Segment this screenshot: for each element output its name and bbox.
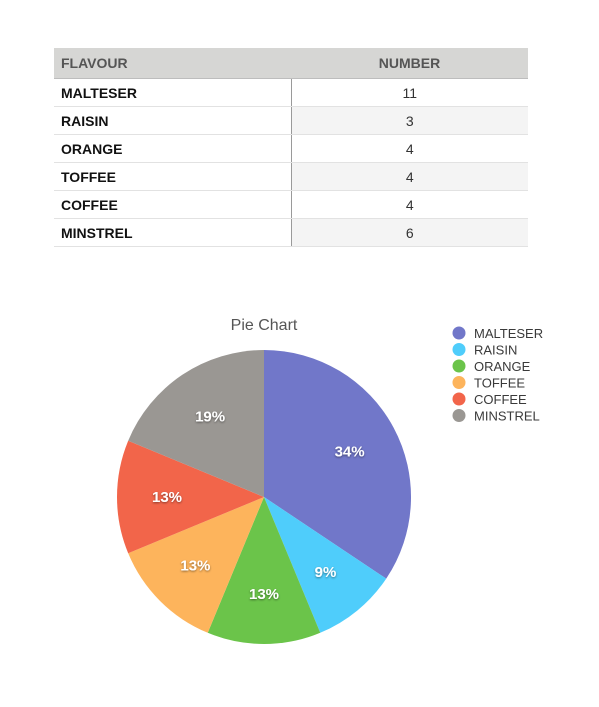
pie-slice-raisin (264, 497, 387, 633)
legend-label-toffee: TOFFEE (474, 376, 525, 391)
flavour-cell: COFFEE (54, 190, 292, 219)
number-cell: 3 (291, 106, 528, 135)
pie-label-coffee: 13% (152, 489, 182, 506)
pie-label-toffee: 13% (180, 558, 210, 575)
legend-swatch-toffee (452, 376, 466, 389)
number-cell: 4 (291, 190, 528, 219)
pie-slice-coffee (117, 440, 264, 554)
pie-label-raisin: 9% (315, 564, 337, 581)
number-cell: 4 (291, 134, 528, 163)
legend-swatch-coffee (452, 392, 466, 406)
legend-swatch-malteser (452, 326, 466, 340)
flavour-table: FLAVOUR NUMBER MALTESER 11 RAISIN 3 ORAN… (54, 48, 528, 247)
number-cell: 4 (291, 162, 528, 191)
table-row: MINSTREL 6 (54, 218, 528, 247)
flavour-cell: RAISIN (54, 106, 292, 135)
pie-slice-minstrel (128, 350, 264, 497)
legend-swatch-raisin (452, 343, 466, 356)
table-row: MALTESER 11 (54, 78, 528, 107)
pie-label-minstrel: 19% (195, 408, 225, 425)
table-row: ORANGE 4 (54, 134, 528, 163)
pie-label-orange: 13% (249, 586, 279, 603)
header-flavour: FLAVOUR (54, 48, 291, 79)
pie-label-malteser: 34% (335, 443, 365, 460)
table-row: RAISIN 3 (54, 106, 528, 135)
flavour-cell: MALTESER (54, 78, 292, 107)
table-row: TOFFEE 4 (54, 162, 528, 191)
flavour-cell: TOFFEE (54, 162, 292, 191)
legend-label-minstrel: MINSTREL (474, 409, 540, 424)
flavour-cell: ORANGE (54, 134, 292, 163)
legend-label-raisin: RAISIN (474, 343, 517, 358)
legend-label-malteser: MALTESER (474, 326, 543, 341)
chart-title: Pie Chart (231, 317, 298, 334)
number-cell: 6 (291, 218, 528, 247)
legend-swatch-orange (452, 359, 466, 373)
table-row: COFFEE 4 (54, 190, 528, 219)
header-number: NUMBER (291, 48, 528, 79)
pie-slice-malteser (264, 350, 412, 579)
table-header-row: FLAVOUR NUMBER (54, 48, 528, 79)
pie-slice-toffee (128, 497, 264, 633)
legend-label-orange: ORANGE (474, 359, 531, 374)
pie-slice-orange (207, 497, 321, 644)
number-cell: 11 (291, 78, 528, 107)
legend-swatch-minstrel (452, 409, 466, 422)
legend-label-coffee: COFFEE (474, 392, 527, 407)
pie-slices (117, 350, 412, 644)
flavour-cell: MINSTREL (54, 218, 292, 247)
pie-labels: 34% 9% 13% 13% 13% 19% (152, 408, 365, 603)
